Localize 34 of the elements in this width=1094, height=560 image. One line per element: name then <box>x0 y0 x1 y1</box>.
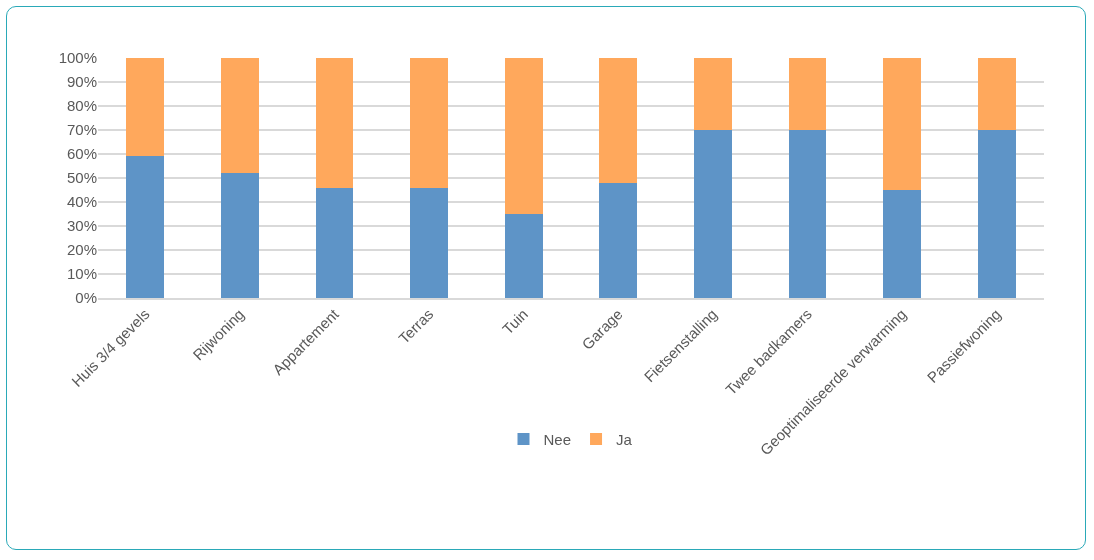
bar <box>788 58 827 130</box>
bar <box>977 130 1016 298</box>
y-tick-label: 100% <box>58 49 97 67</box>
y-tick-label: 60% <box>66 145 97 163</box>
y-tick-label: 0% <box>75 289 97 307</box>
bar <box>126 58 165 157</box>
bar <box>977 58 1016 130</box>
legend-label: Ja <box>616 430 633 448</box>
bar <box>126 156 165 298</box>
y-tick-label: 20% <box>66 241 97 259</box>
y-tick-label: 90% <box>66 73 97 91</box>
bar <box>315 58 354 188</box>
y-tick-label: 80% <box>66 97 97 115</box>
y-tick-label: 50% <box>66 169 97 187</box>
bar <box>693 130 732 298</box>
bar <box>220 58 259 174</box>
bar <box>504 214 543 298</box>
bar <box>220 173 259 298</box>
bar <box>883 58 922 190</box>
y-tick-label: 30% <box>66 217 97 235</box>
y-tick-label: 70% <box>66 121 97 139</box>
legend-label: Nee <box>543 430 572 448</box>
bar <box>504 58 543 214</box>
bar <box>410 58 449 188</box>
y-tick-label: 10% <box>66 265 97 283</box>
bar <box>599 58 638 183</box>
bar <box>693 58 732 130</box>
x-tick-label: Tuin <box>498 305 532 338</box>
bar <box>315 187 354 298</box>
bar <box>599 182 638 298</box>
bar <box>883 190 922 298</box>
y-tick-label: 40% <box>66 193 97 211</box>
bar <box>788 130 827 298</box>
bar <box>410 187 449 298</box>
